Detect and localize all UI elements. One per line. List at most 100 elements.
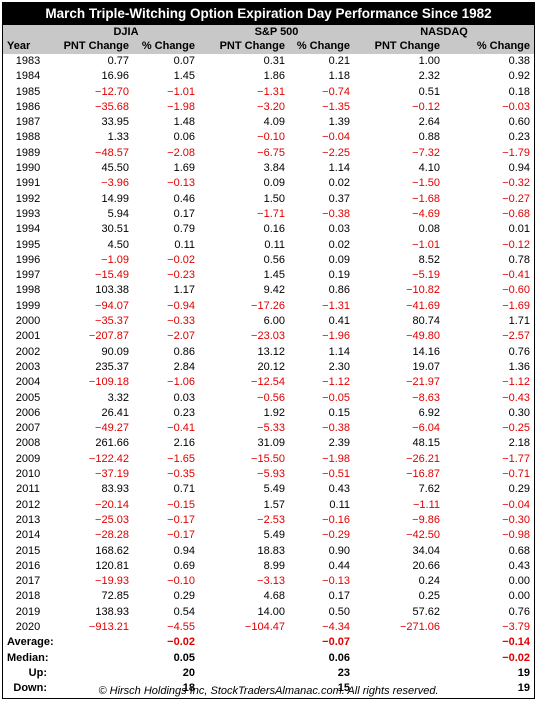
column-header-nasdaq-pct: % Change xyxy=(444,39,535,54)
value-cell: −2.57 xyxy=(502,330,531,343)
value-cell: 2.30 xyxy=(328,360,351,373)
value-cell: −0.71 xyxy=(502,468,531,481)
value-cell: 80.74 xyxy=(412,315,441,328)
value-cell: −23.03 xyxy=(251,330,285,343)
value-cell: −35.68 xyxy=(95,100,129,113)
table-row: 1988 1.33 0.06 −0.10 −0.04 0.88 0.23 xyxy=(3,130,534,145)
value-cell: 1.71 xyxy=(508,315,531,328)
value-cell: −0.17 xyxy=(167,513,195,526)
value-cell: −1.12 xyxy=(322,376,351,389)
year-cell: 1999 xyxy=(15,299,41,312)
year-cell: 2018 xyxy=(15,590,41,603)
table-row: 2011 83.93 0.71 5.49 0.43 7.62 0.29 xyxy=(3,482,534,497)
value-cell: −1.01 xyxy=(412,238,441,251)
year-cell: 2002 xyxy=(15,345,41,358)
value-cell: −1.06 xyxy=(167,376,195,389)
summary-row: Median: 0.05 0.06 −0.02 xyxy=(3,651,534,666)
value-cell: −2.25 xyxy=(322,146,351,159)
year-cell: 2006 xyxy=(15,406,41,419)
column-header-sp-pct: % Change xyxy=(289,39,355,54)
value-cell: −0.13 xyxy=(322,575,351,588)
value-cell: −0.05 xyxy=(322,391,351,404)
value-cell: −1.12 xyxy=(502,376,531,389)
table-row: 2018 72.85 0.29 4.68 0.17 0.25 0.00 xyxy=(3,589,534,604)
table-row: 1998 103.38 1.17 9.42 0.86 −10.82 −0.60 xyxy=(3,283,534,298)
year-cell: 2000 xyxy=(15,315,41,328)
value-cell: 0.24 xyxy=(418,575,441,588)
value-cell: 0.00 xyxy=(508,590,531,603)
copyright-footer: © Hirsch Holdings Inc, StockTradersAlman… xyxy=(98,685,439,697)
year-cell: 2005 xyxy=(15,391,41,404)
value-cell: 0.41 xyxy=(328,315,351,328)
value-cell: 0.01 xyxy=(508,223,531,236)
value-cell: −1.69 xyxy=(502,299,531,312)
value-cell: 4.68 xyxy=(263,590,285,603)
value-cell: 20.66 xyxy=(412,559,441,572)
value-cell: −12.54 xyxy=(251,376,285,389)
value-cell: −207.87 xyxy=(88,330,129,343)
value-cell: 0.15 xyxy=(328,406,351,419)
value-cell: −6.04 xyxy=(412,422,441,435)
value-cell: 3.32 xyxy=(107,391,129,404)
value-cell: −0.03 xyxy=(502,100,531,113)
year-cell: 2007 xyxy=(15,422,41,435)
value-cell: −2.08 xyxy=(167,146,195,159)
year-cell: 1986 xyxy=(15,100,41,113)
value-cell: 0.11 xyxy=(329,498,351,511)
table-row: 1997 −15.49 −0.23 1.45 0.19 −5.19 −0.41 xyxy=(3,268,534,283)
value-cell: 0.08 xyxy=(418,223,441,236)
value-cell: −12.70 xyxy=(95,85,129,98)
value-cell: 7.62 xyxy=(418,483,441,496)
value-cell: −0.12 xyxy=(412,100,441,113)
summary-blank xyxy=(354,635,444,650)
value-cell: −0.68 xyxy=(502,207,531,220)
value-cell: −0.60 xyxy=(502,284,531,297)
year-cell: 1989 xyxy=(15,146,41,159)
value-cell: −1.31 xyxy=(257,85,285,98)
table-row: 2003 235.37 2.84 20.12 2.30 19.07 1.36 xyxy=(3,360,534,375)
summary-blank xyxy=(199,635,289,650)
value-cell: 18.83 xyxy=(257,544,285,557)
value-cell: −49.27 xyxy=(95,422,129,435)
value-cell: 72.85 xyxy=(101,590,129,603)
value-cell: −1.65 xyxy=(167,452,195,465)
summary-blank xyxy=(53,651,133,666)
value-cell: −19.93 xyxy=(95,575,129,588)
value-cell: 0.92 xyxy=(508,70,531,83)
value-cell: 0.56 xyxy=(263,253,285,266)
value-cell: 13.12 xyxy=(257,345,285,358)
value-cell: −5.33 xyxy=(257,422,285,435)
value-cell: 30.51 xyxy=(101,223,129,236)
column-header-sp-pnt: PNT Change xyxy=(199,39,289,54)
value-cell: −8.63 xyxy=(412,391,441,404)
summary-value: 19 xyxy=(517,666,531,679)
summary-row: Down: 18 15 19 xyxy=(3,681,534,696)
value-cell: 14.00 xyxy=(257,605,285,618)
value-cell: −0.41 xyxy=(502,269,531,282)
value-cell: −122.42 xyxy=(88,452,129,465)
value-cell: 0.50 xyxy=(328,605,351,618)
table-row: 2015 168.62 0.94 18.83 0.90 34.04 0.68 xyxy=(3,544,534,559)
value-cell: 14.16 xyxy=(412,345,441,358)
value-cell: 19.07 xyxy=(412,360,441,373)
group-header-sp500: S&P 500 xyxy=(199,25,355,39)
value-cell: −6.75 xyxy=(257,146,285,159)
value-cell: 0.16 xyxy=(263,223,285,236)
value-cell: 45.50 xyxy=(101,162,129,175)
value-cell: −0.15 xyxy=(167,498,195,511)
value-cell: 1.57 xyxy=(263,498,285,511)
value-cell: 1.36 xyxy=(508,360,531,373)
value-cell: −104.47 xyxy=(244,620,285,633)
table-row: 2013 −25.03 −0.17 −2.53 −0.16 −9.86 −0.30 xyxy=(3,513,534,528)
value-cell: 0.17 xyxy=(328,590,351,603)
value-cell: 6.00 xyxy=(263,315,285,328)
value-cell: −15.49 xyxy=(95,269,129,282)
table-row: 2017 −19.93 −0.10 −3.13 −0.13 0.24 0.00 xyxy=(3,574,534,589)
summary-blank xyxy=(53,635,133,650)
value-cell: −0.98 xyxy=(502,529,531,542)
value-cell: 1.33 xyxy=(107,131,129,144)
value-cell: 120.81 xyxy=(95,559,129,572)
value-cell: −4.34 xyxy=(322,620,351,633)
value-cell: 0.37 xyxy=(328,192,351,205)
summary-value: −0.07 xyxy=(322,636,351,649)
